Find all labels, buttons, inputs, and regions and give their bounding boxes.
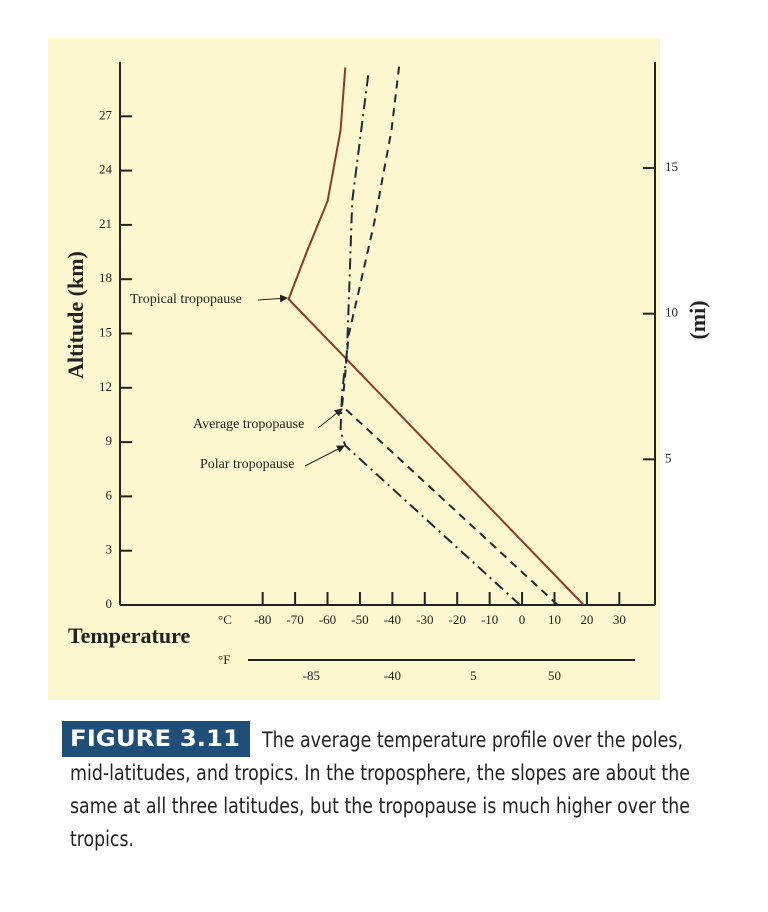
annotation: Tropical tropopause (130, 292, 242, 307)
y-tick-label: 0 (106, 596, 113, 611)
caption-line: mid-latitudes, and tropics. In the tropo… (70, 761, 690, 785)
y-tick-label: 9 (106, 433, 113, 448)
arrow (317, 408, 343, 429)
x-tick-label: -80 (254, 612, 271, 627)
caption-line: same at all three latitudes, but the tro… (70, 794, 690, 818)
caption-line: tropics. (70, 827, 134, 851)
x2-tick-label: 50 (548, 668, 561, 683)
y2-axis-label: (mi) (685, 300, 710, 339)
x-tick-label: 0 (519, 612, 526, 627)
arrow (304, 445, 345, 467)
x-tick-label: -70 (286, 612, 303, 627)
x2-tick-label: -85 (303, 668, 320, 683)
x-tick-label: -20 (449, 612, 466, 627)
y-axis-label: Altitude (km) (63, 251, 88, 379)
y-tick-label: 24 (99, 162, 113, 177)
x-tick-label: -40 (384, 612, 401, 627)
y-tick-label: 27 (99, 107, 113, 122)
figure-background (48, 38, 660, 700)
x-tick-label: -30 (416, 612, 433, 627)
x2-tick-label: 5 (470, 668, 477, 683)
x-tick-label: -60 (319, 612, 336, 627)
y-tick-label: 3 (106, 542, 113, 557)
y-tick-label: 12 (99, 379, 112, 394)
y-tick-label: 6 (106, 487, 113, 502)
x-tick-label: 30 (613, 612, 626, 627)
y-tick-label: 21 (99, 216, 112, 231)
y-tick-label: 18 (99, 270, 112, 285)
y-tick-label: 15 (99, 324, 112, 339)
y2-tick-label: 15 (665, 159, 678, 174)
x-tick-label: 10 (548, 612, 561, 627)
x2-tick-label: -40 (384, 668, 401, 683)
profile-line (287, 67, 585, 606)
annotation: Average tropopause (193, 417, 304, 432)
caption-line: The average temperature profile over the… (261, 728, 683, 752)
x-tick-label: -10 (481, 612, 498, 627)
y2-tick-label: 10 (665, 305, 678, 320)
annotation: Polar tropopause (200, 457, 294, 472)
figure-label-box (62, 721, 250, 757)
x2-unit: °F (218, 652, 230, 667)
profile-line (339, 70, 521, 606)
y2-tick-label: 5 (665, 450, 672, 465)
arrow (257, 294, 288, 303)
figure-label: FIGURE 3.11 (70, 727, 240, 752)
x-unit: °C (218, 612, 232, 627)
x-tick-label: 20 (580, 612, 593, 627)
x-tick-label: -50 (351, 612, 368, 627)
x-axis-label: Temperature (68, 623, 190, 648)
